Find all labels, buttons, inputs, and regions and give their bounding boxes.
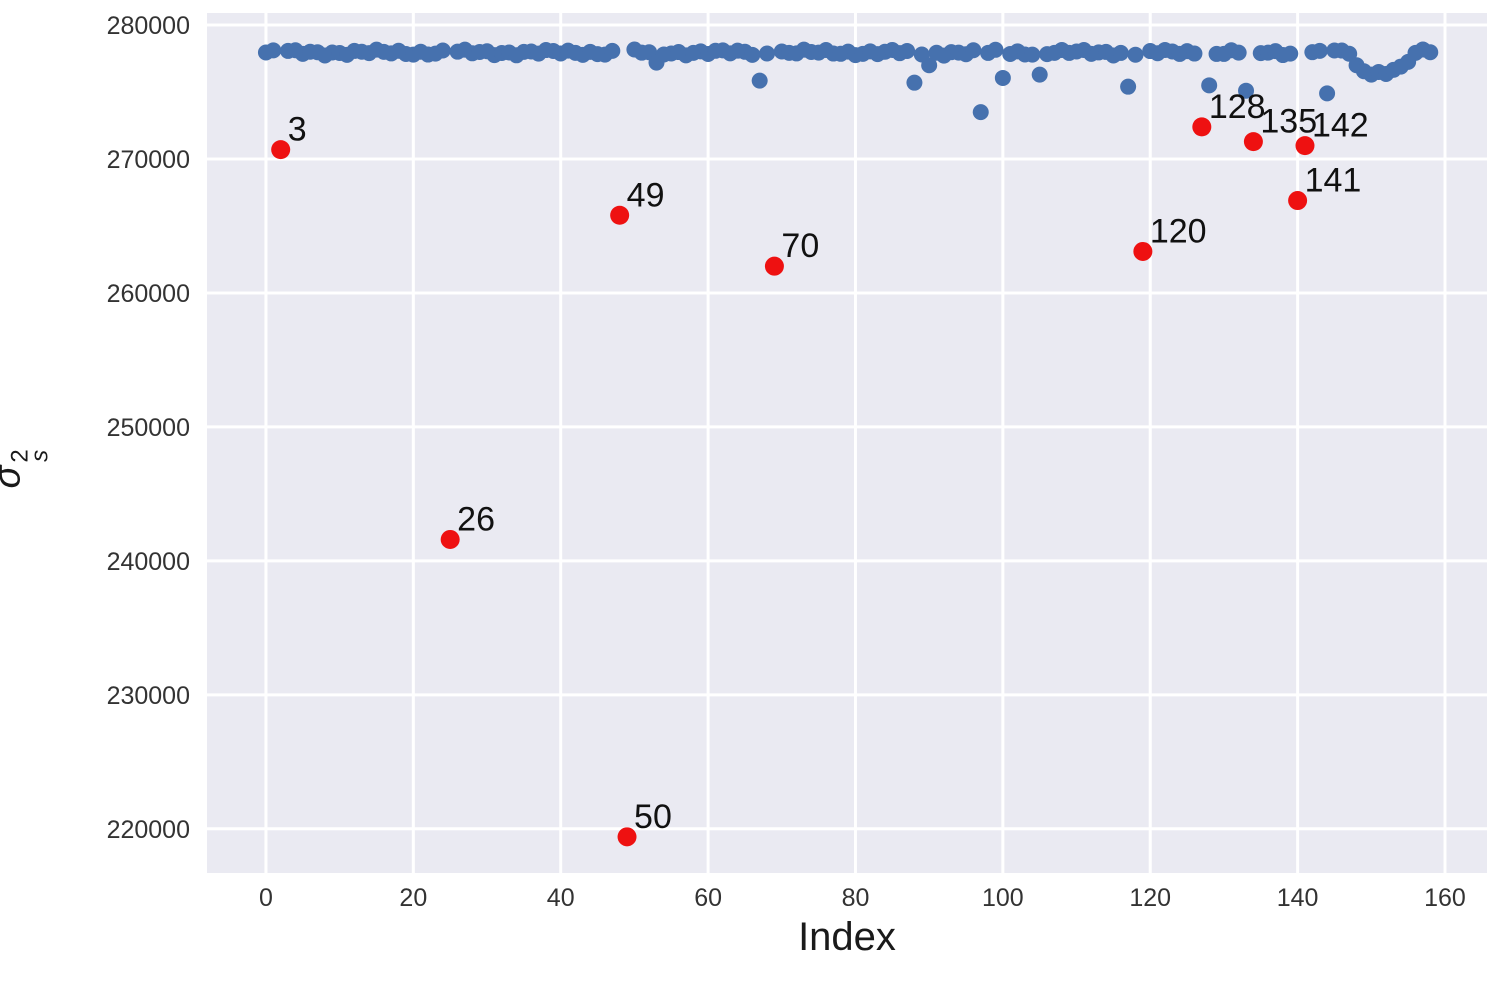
blue-point: [744, 46, 761, 63]
blue-point: [1201, 77, 1218, 94]
x-tick-label: 0: [259, 884, 273, 912]
red-outlier-point: [617, 827, 637, 847]
outlier-index-label: 141: [1305, 162, 1362, 200]
red-outlier-point: [1295, 136, 1315, 156]
blue-point: [1120, 78, 1137, 95]
blue-point: [1311, 42, 1328, 59]
blue-point: [965, 42, 982, 59]
blue-point: [1238, 82, 1255, 99]
blue-point: [759, 45, 776, 62]
outlier-index-label: 120: [1150, 212, 1207, 250]
red-outlier-point: [764, 256, 784, 276]
y-axis-title: σ̂ 2s: [0, 388, 54, 548]
blue-point: [1112, 44, 1129, 61]
y-tick-label: 280000: [107, 12, 190, 40]
outlier-index-label: 3: [288, 111, 307, 149]
blue-point: [921, 57, 938, 74]
red-outlier-point: [271, 140, 291, 160]
red-outlier-point: [1133, 241, 1153, 261]
blue-point: [899, 42, 916, 59]
blue-point: [906, 74, 923, 91]
outlier-index-label: 70: [781, 227, 819, 265]
y-tick-label: 240000: [107, 548, 190, 576]
blue-point: [1319, 85, 1336, 102]
y-axis-symbol: σ̂: [0, 465, 29, 489]
outlier-index-label: 142: [1312, 107, 1369, 145]
blue-point: [1230, 44, 1247, 61]
y-tick-label: 230000: [107, 682, 190, 710]
blue-point: [994, 69, 1011, 86]
outlier-index-label: 135: [1260, 103, 1317, 141]
x-axis-title: Index: [798, 915, 896, 959]
blue-point: [434, 42, 451, 59]
y-tick-label: 260000: [107, 280, 190, 308]
blue-point: [604, 42, 621, 59]
x-tick-label: 140: [1277, 884, 1319, 912]
blue-point: [1282, 45, 1299, 62]
blue-point: [1031, 66, 1048, 83]
red-outlier-point: [1192, 117, 1212, 137]
blue-point: [1341, 45, 1358, 62]
x-tick-label: 40: [547, 884, 575, 912]
blue-point: [972, 104, 989, 121]
outlier-index-label: 49: [627, 176, 665, 214]
outlier-index-label: 26: [457, 500, 495, 538]
x-tick-label: 60: [694, 884, 722, 912]
blue-point: [751, 72, 768, 89]
blue-point: [1024, 46, 1041, 63]
plot-panel: [207, 13, 1487, 873]
blue-point: [1127, 46, 1144, 63]
y-tick-label: 220000: [107, 816, 190, 844]
x-tick-label: 20: [399, 884, 427, 912]
y-axis-subscript: s: [26, 448, 54, 462]
x-tick-label: 160: [1424, 884, 1466, 912]
blue-point: [987, 41, 1004, 58]
red-outlier-point: [610, 205, 630, 225]
y-tick-label: 270000: [107, 146, 190, 174]
red-outlier-point: [1243, 132, 1263, 152]
blue-point: [1422, 44, 1439, 61]
blue-point: [265, 42, 282, 59]
outlier-index-label: 128: [1209, 88, 1266, 126]
red-outlier-point: [1288, 191, 1308, 211]
blue-point: [1186, 45, 1203, 62]
x-tick-label: 120: [1129, 884, 1171, 912]
x-tick-label: 100: [982, 884, 1024, 912]
x-tick-label: 80: [842, 884, 870, 912]
outlier-index-label: 50: [634, 798, 672, 836]
red-outlier-point: [440, 529, 460, 549]
y-tick-label: 250000: [107, 414, 190, 442]
